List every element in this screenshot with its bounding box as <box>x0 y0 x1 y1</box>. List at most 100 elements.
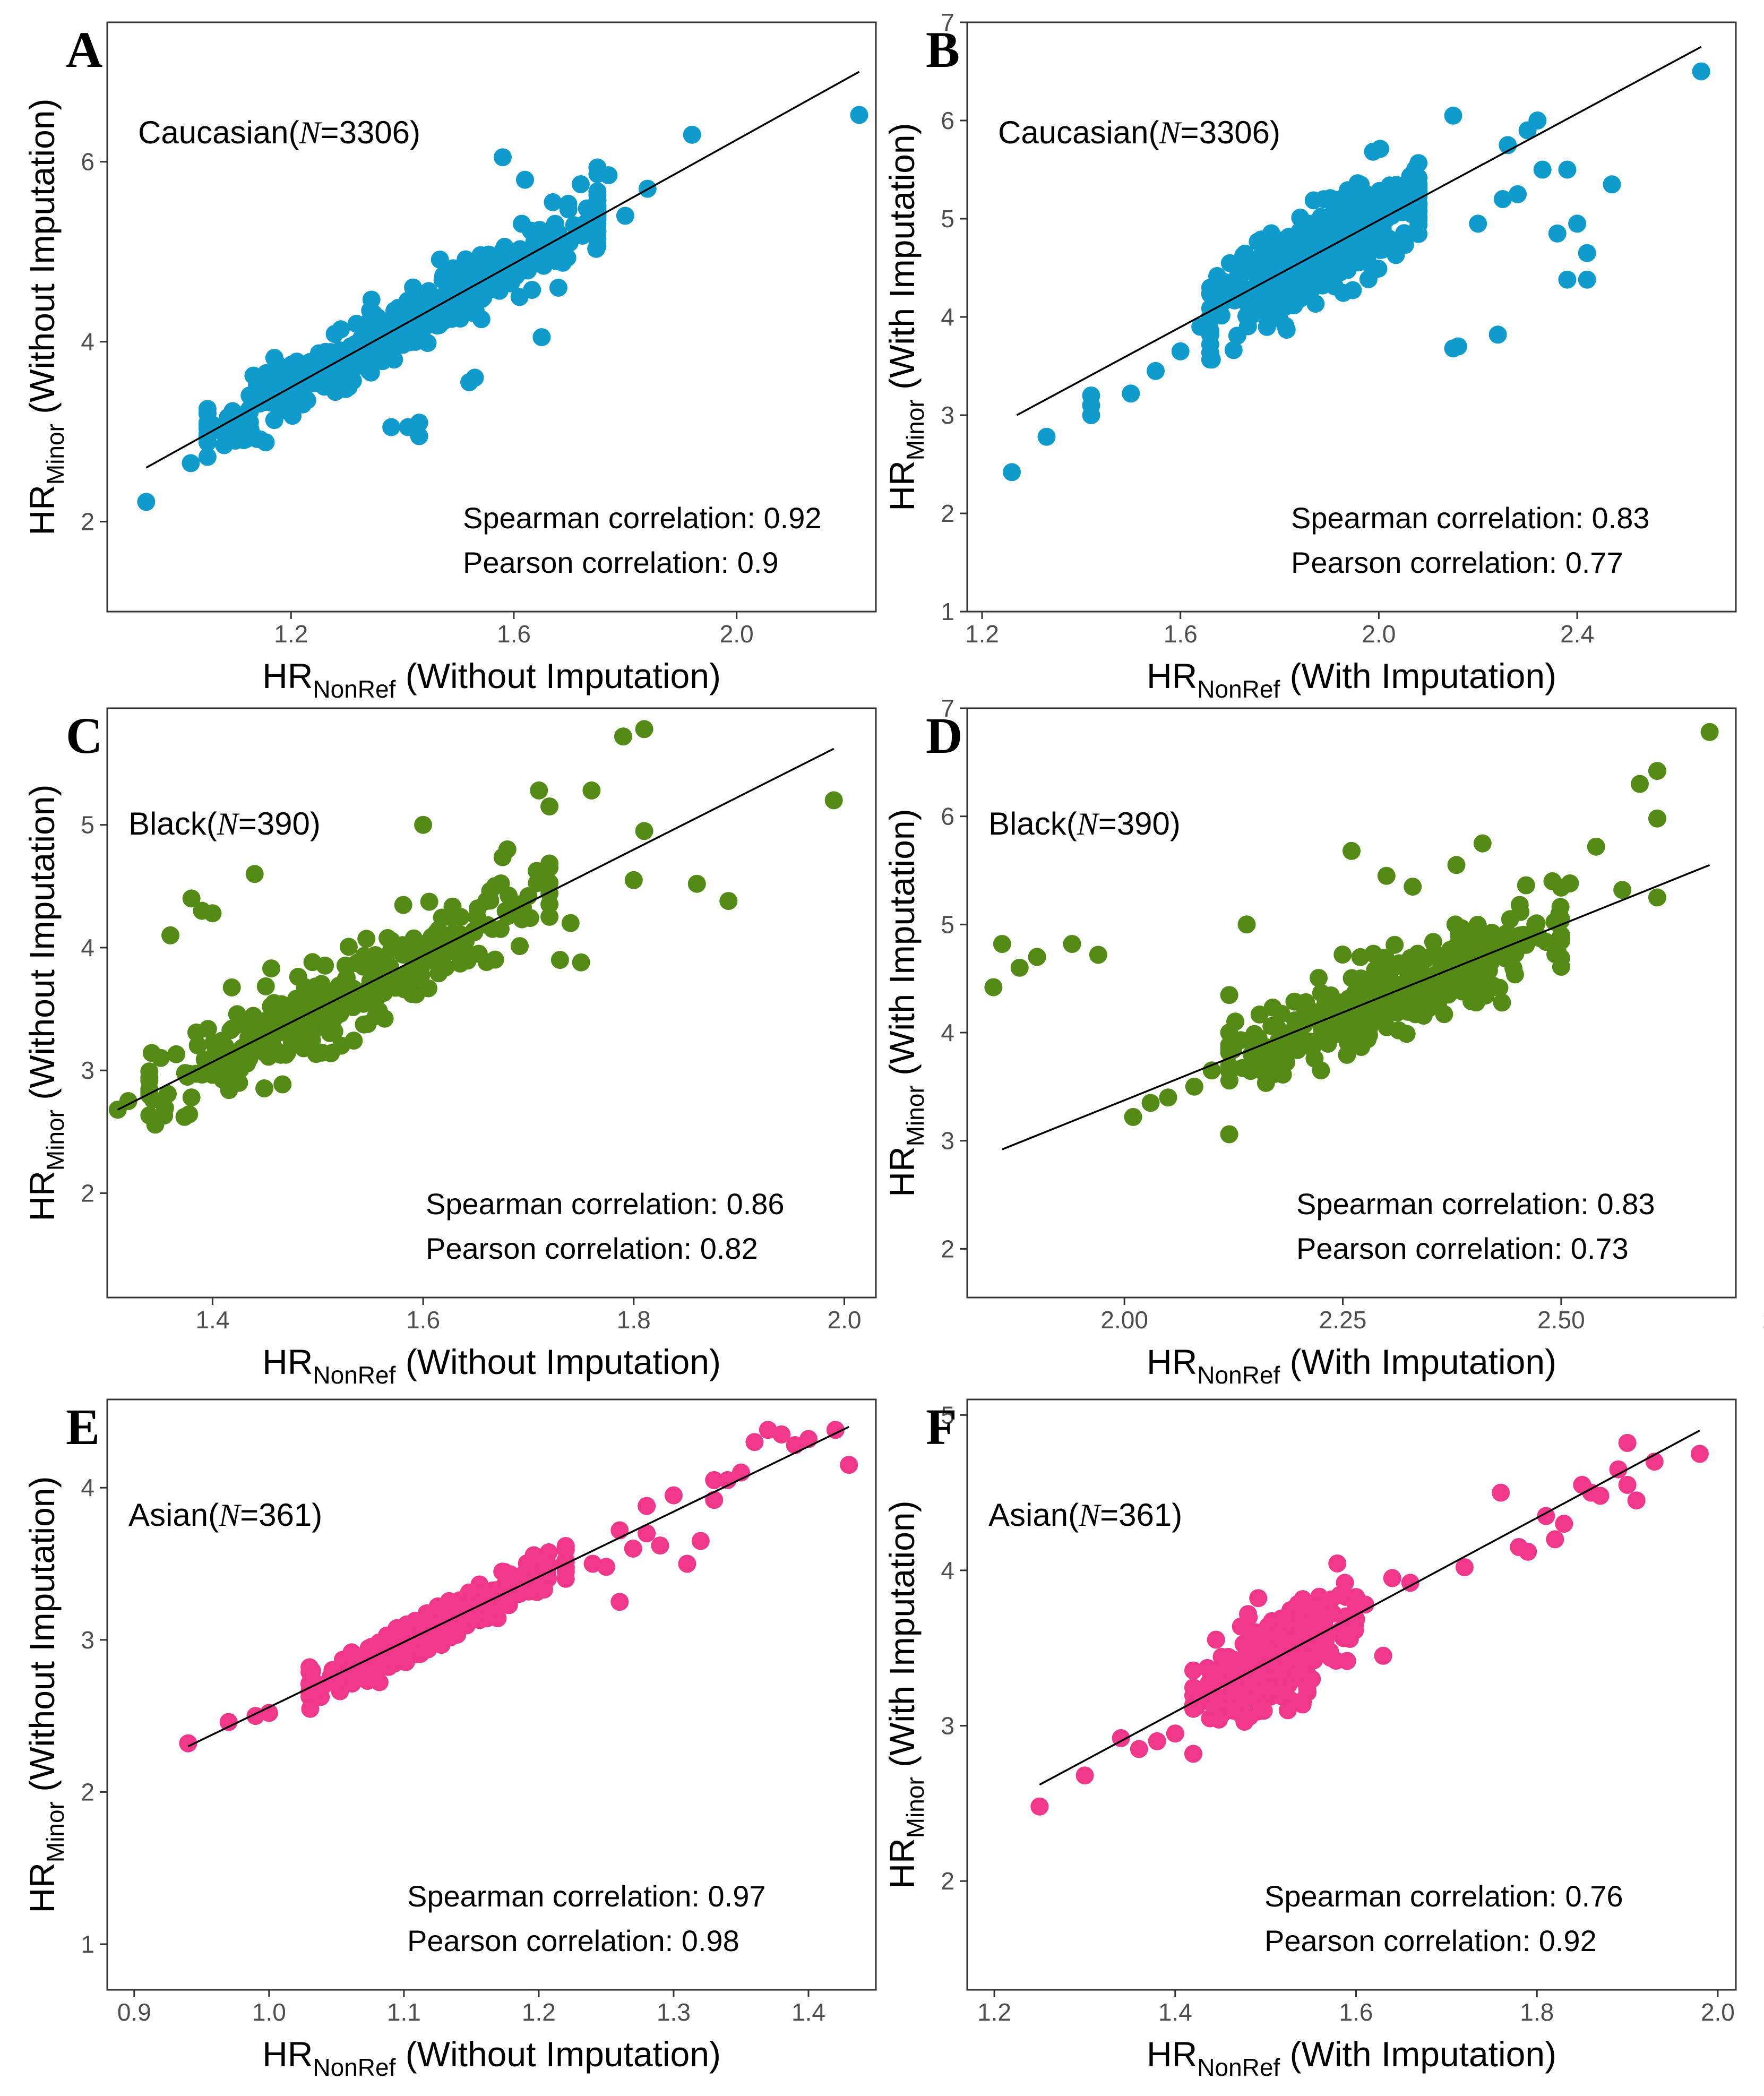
y-axis-title-main: HR <box>22 1862 62 1913</box>
data-point <box>1270 309 1288 328</box>
data-point <box>1387 246 1405 264</box>
x-axis-title: HRNonRef (With Imputation) <box>1147 2034 1556 2081</box>
data-point <box>321 1024 339 1042</box>
data-point <box>1613 881 1632 899</box>
data-point <box>262 959 280 978</box>
data-point <box>1462 992 1481 1010</box>
data-point <box>1316 223 1335 242</box>
data-point <box>1207 1694 1225 1712</box>
data-point <box>1591 1487 1610 1505</box>
data-point <box>1469 920 1487 939</box>
y-tick-label: 4 <box>81 328 94 356</box>
data-point <box>1189 1681 1208 1700</box>
y-tick-label: 6 <box>941 107 954 134</box>
y-axis-title-rest: (Without Imputation) <box>22 99 62 424</box>
data-point <box>1455 1558 1474 1576</box>
data-point <box>414 815 433 834</box>
data-point <box>1237 1637 1255 1656</box>
pearson-label: Pearson correlation: 0.77 <box>1291 546 1623 579</box>
data-point <box>1473 834 1492 853</box>
x-tick-label: 1.4 <box>1158 1998 1192 2026</box>
regression-line <box>117 748 834 1111</box>
data-point <box>151 1049 170 1067</box>
y-tick-label: 3 <box>81 1056 94 1084</box>
group-name: Black <box>988 806 1067 841</box>
data-point <box>1268 290 1286 308</box>
data-point <box>530 781 548 800</box>
data-point <box>565 216 583 235</box>
group-n-value: =361 <box>1100 1497 1172 1533</box>
data-point <box>772 1425 791 1444</box>
data-point <box>1312 984 1330 1002</box>
regression-line <box>187 1426 849 1748</box>
data-point <box>1648 762 1666 780</box>
data-point <box>1609 1460 1628 1479</box>
x-tick-label: 2.0 <box>828 1306 862 1334</box>
data-point <box>332 1036 350 1055</box>
data-point <box>624 1539 642 1558</box>
group-label: Caucasian(N=3306) <box>998 115 1280 150</box>
data-point <box>1321 1026 1340 1044</box>
x-axis-title-rest: (With Imputation) <box>1280 1342 1556 1381</box>
data-point <box>182 889 201 908</box>
y-tick-label: 5 <box>941 910 954 938</box>
data-point <box>1364 142 1382 161</box>
x-axis-title: HRNonRef (Without Imputation) <box>262 2034 721 2081</box>
data-point <box>1277 1053 1295 1072</box>
pearson-label: Pearson correlation: 0.82 <box>426 1232 758 1265</box>
x-axis-title: HRNonRef (Without Imputation) <box>262 656 721 703</box>
panel-letter: F <box>926 1398 957 1455</box>
data-point <box>159 1085 177 1103</box>
data-point <box>448 925 466 943</box>
scatter-points <box>137 106 868 511</box>
panel-border <box>106 1398 877 1991</box>
data-point <box>1343 969 1361 987</box>
data-point <box>398 322 417 340</box>
y-tick-label: 4 <box>941 1557 954 1584</box>
data-point <box>382 418 401 436</box>
data-point <box>444 1594 463 1612</box>
data-point <box>251 430 269 449</box>
panel-letter: C <box>66 707 102 764</box>
group-paren-close: ) <box>312 1497 322 1533</box>
data-point <box>1303 248 1321 267</box>
y-axis-title-main: HR <box>882 1838 922 1888</box>
data-point <box>265 994 283 1012</box>
data-point <box>264 1009 283 1027</box>
data-point <box>230 1073 248 1092</box>
regression-line <box>1039 1429 1700 1786</box>
data-point <box>1290 235 1309 253</box>
data-point <box>1578 244 1596 262</box>
data-point <box>223 402 242 420</box>
data-point <box>559 200 578 219</box>
data-point <box>1333 946 1352 964</box>
data-point <box>588 182 607 201</box>
data-point <box>188 1036 207 1055</box>
y-axis-title-sub: Minor <box>41 1801 69 1862</box>
data-point <box>203 904 222 923</box>
data-point <box>1300 1032 1319 1051</box>
data-point <box>1185 1077 1203 1096</box>
x-tick-label: 2.25 <box>1319 1306 1367 1334</box>
data-point <box>550 951 569 969</box>
data-point <box>1214 286 1232 304</box>
data-point <box>1558 160 1577 179</box>
spearman-label: Spearman correlation: 0.92 <box>463 501 822 535</box>
data-point <box>362 1638 381 1656</box>
data-point <box>1253 1047 1272 1066</box>
x-axis-title-rest: (With Imputation) <box>1280 656 1556 695</box>
x-tick-label: 1.6 <box>1339 1998 1373 2026</box>
data-point <box>311 1003 330 1022</box>
data-point <box>824 791 843 810</box>
data-point <box>1338 261 1357 279</box>
x-axis-title-sub: NonRef <box>1197 2054 1280 2081</box>
data-point <box>624 871 643 889</box>
spearman-label: Spearman correlation: 0.76 <box>1264 1879 1623 1913</box>
panel-border <box>966 1398 1737 1991</box>
data-point <box>1492 1483 1510 1502</box>
data-point <box>1393 993 1412 1012</box>
x-tick-label: 1.2 <box>965 620 999 648</box>
data-point <box>1275 1682 1293 1700</box>
